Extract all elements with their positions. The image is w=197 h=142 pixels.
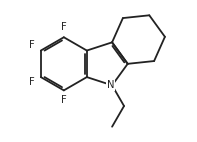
Text: F: F — [29, 40, 35, 51]
Text: F: F — [61, 22, 67, 32]
Text: F: F — [29, 77, 35, 87]
Text: F: F — [61, 95, 67, 106]
Text: N: N — [107, 80, 114, 90]
